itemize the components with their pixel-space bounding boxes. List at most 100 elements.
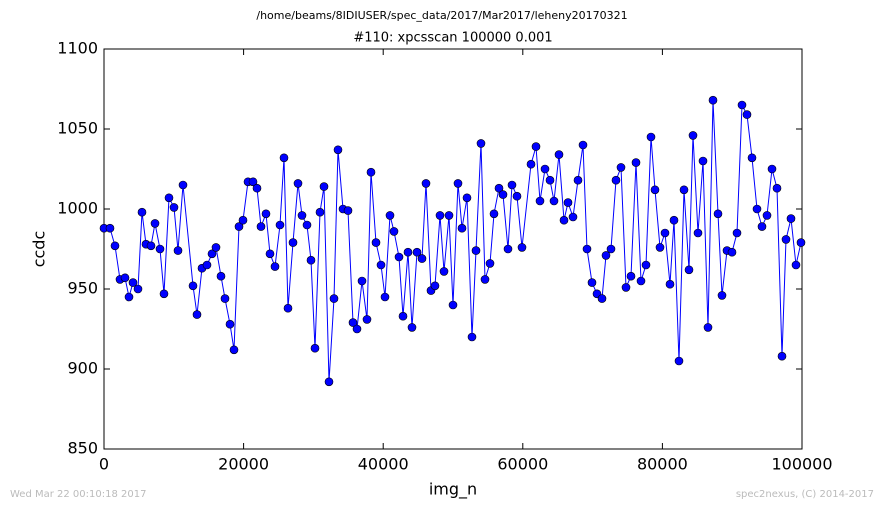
point xyxy=(256,222,266,231)
point xyxy=(631,158,641,167)
point xyxy=(178,180,188,190)
point xyxy=(611,175,621,185)
point xyxy=(380,292,390,302)
point xyxy=(385,211,395,220)
point xyxy=(333,145,343,155)
point xyxy=(366,167,376,177)
plot-frame xyxy=(103,48,803,450)
point xyxy=(302,220,312,230)
y-tick-label: 850 xyxy=(67,439,98,458)
point xyxy=(660,228,670,238)
point xyxy=(362,315,372,324)
point xyxy=(641,260,651,270)
point xyxy=(128,278,138,287)
point xyxy=(297,211,307,220)
x-tick-label: 20000 xyxy=(218,455,269,474)
point xyxy=(582,244,592,254)
point xyxy=(517,243,527,252)
point xyxy=(494,183,504,193)
point xyxy=(485,259,495,268)
point xyxy=(403,247,413,257)
point xyxy=(772,183,782,193)
point xyxy=(698,156,708,166)
point xyxy=(503,244,513,254)
point xyxy=(621,283,631,292)
point xyxy=(150,219,160,228)
point xyxy=(727,247,737,257)
point xyxy=(480,275,490,284)
point xyxy=(688,131,698,140)
point xyxy=(319,182,329,191)
point xyxy=(220,294,230,303)
point xyxy=(767,164,777,174)
point xyxy=(270,262,280,271)
point xyxy=(343,206,353,215)
point xyxy=(467,332,477,342)
point xyxy=(655,243,665,252)
point xyxy=(650,185,660,195)
point xyxy=(265,249,275,259)
point xyxy=(573,175,583,185)
point xyxy=(412,247,422,257)
point xyxy=(225,319,235,329)
point xyxy=(439,267,449,276)
point xyxy=(476,139,486,148)
point xyxy=(211,243,221,252)
point xyxy=(248,177,258,187)
point xyxy=(288,238,298,247)
point xyxy=(732,228,742,238)
point xyxy=(777,351,787,361)
point xyxy=(124,292,134,302)
point xyxy=(202,260,212,270)
point xyxy=(646,132,656,142)
x-tick-label: 80000 xyxy=(637,455,688,474)
point xyxy=(535,196,545,206)
point xyxy=(791,260,801,270)
y-tick-label: 950 xyxy=(67,279,98,298)
point xyxy=(457,223,467,233)
point xyxy=(376,260,386,270)
point xyxy=(665,279,675,289)
point xyxy=(283,303,293,313)
y-tick-label: 1050 xyxy=(57,119,98,138)
point xyxy=(786,214,796,223)
y-tick-label: 1000 xyxy=(57,199,98,218)
point xyxy=(110,241,120,251)
point xyxy=(601,251,611,260)
point xyxy=(155,244,165,254)
point xyxy=(352,324,362,334)
point xyxy=(674,356,684,366)
point xyxy=(616,163,626,172)
y-axis-label: ccdc xyxy=(30,231,49,268)
point xyxy=(587,278,597,287)
point xyxy=(636,276,646,286)
point xyxy=(559,215,569,225)
x-tick-label: 0 xyxy=(99,455,109,474)
point xyxy=(293,179,303,188)
point xyxy=(105,223,115,233)
point xyxy=(252,183,262,193)
point xyxy=(717,291,727,300)
point xyxy=(238,215,248,225)
y-tick-label: 900 xyxy=(67,359,98,378)
point xyxy=(752,204,762,214)
point xyxy=(545,175,555,185)
point xyxy=(742,110,752,119)
point xyxy=(762,211,772,220)
point xyxy=(703,323,713,332)
point xyxy=(512,191,522,201)
point xyxy=(120,273,130,283)
x-axis-label: img_n xyxy=(429,480,477,500)
footer-left: Wed Mar 22 00:10:18 2017 xyxy=(10,489,146,500)
point xyxy=(192,310,202,319)
x-tick-label: 60000 xyxy=(497,455,548,474)
point xyxy=(679,185,689,195)
point xyxy=(430,281,440,291)
point xyxy=(275,220,285,230)
point xyxy=(471,246,481,255)
point xyxy=(207,249,217,259)
point xyxy=(693,228,703,238)
point xyxy=(146,241,156,251)
point xyxy=(526,159,536,169)
